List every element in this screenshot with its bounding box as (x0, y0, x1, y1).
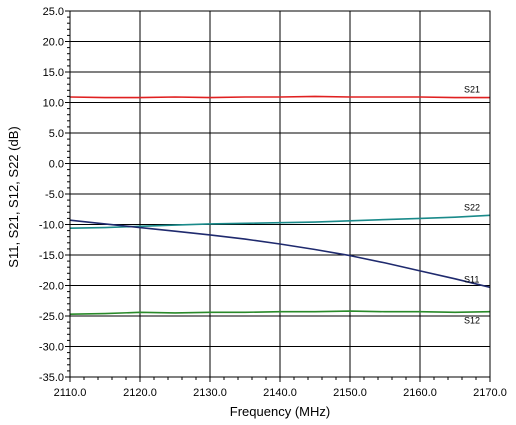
y-tick-label: 20.0 (43, 37, 64, 49)
y-tick-label: -15.0 (39, 250, 64, 262)
series-layer (69, 95, 491, 315)
x-tick-label: 2160.0 (403, 387, 437, 399)
x-tick-label: 2110.0 (54, 387, 87, 399)
x-tick-label: 2150.0 (333, 387, 367, 399)
series-line-s12 (69, 310, 491, 315)
series-line-s21 (69, 95, 490, 99)
series-line-s22 (69, 214, 491, 229)
y-tick-label: -30.0 (39, 342, 64, 354)
tick-layer: 25.0 20.0 15.0 10.0 5.0 0.0 -5.0 -10.0 -15.0 -20.… (39, 6, 507, 399)
x-tick-label: 2130.0 (193, 387, 227, 399)
y-tick-label: 25.0 (43, 6, 64, 18)
y-tick-label: -35.0 (39, 372, 64, 384)
y-tick-label: -10.0 (39, 220, 64, 232)
y-tick-label: 15.0 (43, 67, 64, 79)
y-tick-label: 0.0 (49, 159, 64, 171)
series-label-layer: S21 S22 S11 S12 (464, 85, 480, 326)
x-tick-label: 2170.0 (473, 387, 507, 399)
series-label-s21: S21 (464, 85, 480, 95)
x-tick-label: 2120.0 (123, 387, 157, 399)
y-tick-label: -20.0 (39, 281, 64, 293)
y-axis-title: S11, S21, S12, S22 (dB) (6, 126, 21, 267)
x-axis-title: Frequency (MHz) (230, 404, 330, 419)
y-tick-label: -5.0 (45, 189, 64, 201)
series-line-s11 (69, 219, 491, 289)
series-label-s11: S11 (464, 274, 479, 284)
grid-layer (69, 10, 491, 378)
series-label-s22: S22 (464, 202, 480, 212)
y-tick-label: -25.0 (39, 311, 64, 323)
y-tick-label: 10.0 (43, 98, 64, 110)
y-tick-label: 5.0 (49, 128, 64, 140)
series-label-s12: S12 (464, 316, 480, 326)
x-tick-label: 2140.0 (263, 387, 297, 399)
